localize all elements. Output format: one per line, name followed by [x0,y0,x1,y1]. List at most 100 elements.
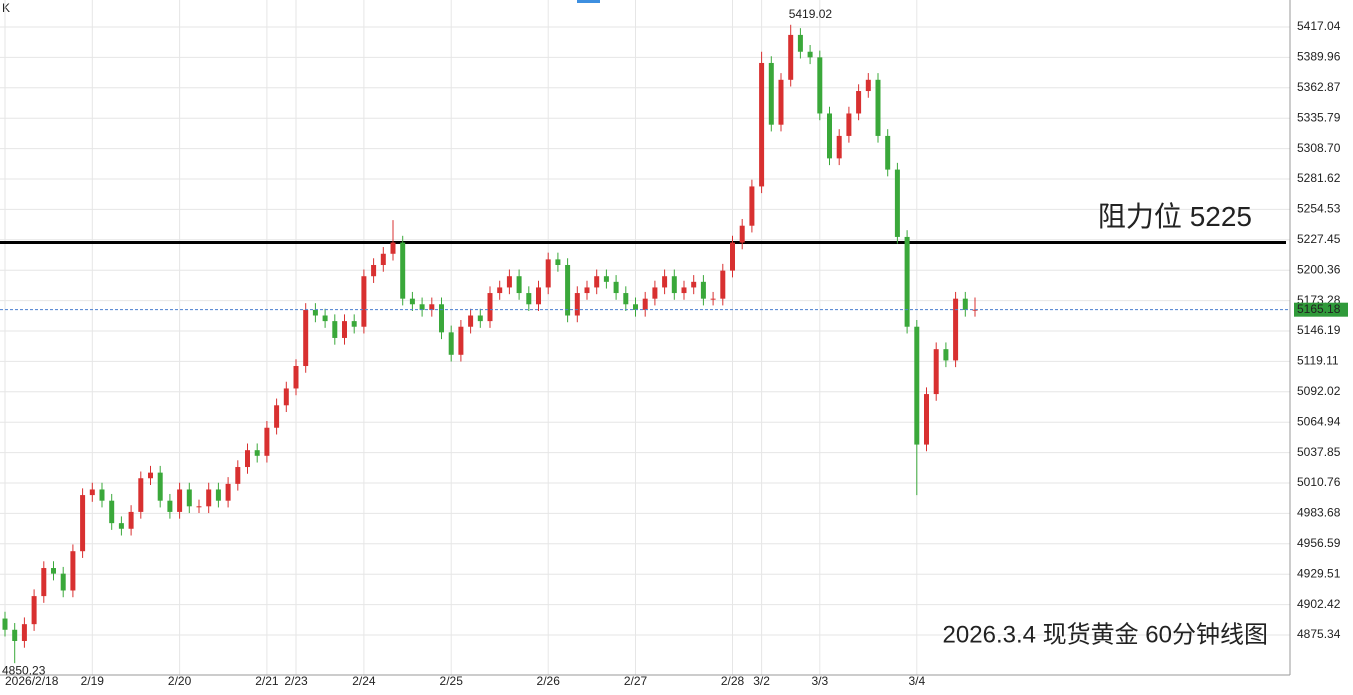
x-tick-label: 3/3 [811,674,828,688]
candle-body [12,629,18,641]
candle-body [80,495,86,552]
candle-body [943,349,949,361]
candle-body [419,304,425,310]
candle-body [254,450,260,456]
y-tick-label: 4875.34 [1297,627,1341,641]
y-tick-label: 5146.19 [1297,323,1341,337]
candle-body [41,568,47,597]
y-tick-label: 5417.04 [1297,19,1341,33]
y-tick-label: 4983.68 [1297,506,1341,520]
y-tick-label: 5064.94 [1297,414,1341,428]
candle-body [157,472,163,501]
candle-body [846,113,852,136]
resistance-label: 阻力位 5225 [1098,201,1252,232]
candle-body [109,500,115,524]
x-tick-label: 2/24 [352,674,376,688]
candle-body [118,523,124,529]
candle-body [594,276,600,288]
candle-body [51,568,56,574]
candle-body [739,225,745,243]
candle-body [778,79,784,125]
candle-body [245,450,250,468]
candle-body [856,91,862,114]
top-tab [577,0,600,3]
candle-body [196,506,202,508]
candle-body [681,287,687,294]
y-tick-label: 5010.76 [1297,475,1341,489]
candle-body [225,483,231,501]
candle-body [31,596,37,625]
x-tick-label: 2026/2/18 [5,674,59,688]
y-tick-label: 5119.11 [1297,354,1339,368]
x-tick-label: 2/26 [537,674,561,688]
candle-body [555,259,561,265]
candle-body [953,298,959,361]
y-tick-label: 5362.87 [1297,80,1341,94]
candle-body [642,298,648,310]
candle-body [380,253,386,265]
candle-body [914,326,920,445]
candle-body [720,270,726,299]
candle-body [312,309,318,316]
candle-body [487,293,493,322]
candle-body [322,315,328,322]
candle-body [700,281,706,299]
candle-body [99,489,105,501]
candle-body [875,79,881,136]
candle-body [303,309,309,367]
candle-body [545,259,551,288]
y-tick-label: 4902.42 [1297,597,1341,611]
candle-body [235,467,241,484]
candle-body [351,321,357,327]
candle-body [332,321,338,338]
candle-body [458,326,464,355]
corner-label: K [2,1,10,15]
candle-body [817,57,823,114]
last-price-box [1294,302,1348,317]
candle-body [933,349,939,395]
x-tick-label: 2/20 [168,674,192,688]
y-tick-label: 4929.51 [1297,566,1341,580]
candle-body [565,264,571,316]
candle-body [497,287,503,294]
candle-body [574,293,580,316]
candle-body [2,618,8,630]
candle-body [206,489,212,507]
candle-body [283,388,289,406]
y-tick-label: 5254.53 [1297,202,1341,216]
candle-body [477,315,483,322]
y-tick-label: 5227.45 [1297,232,1341,246]
candle-body [148,472,153,479]
candle-body [274,405,280,428]
x-tick-label: 2/27 [624,674,648,688]
y-tick-label: 5200.36 [1297,262,1341,276]
candle-body [603,276,609,282]
candle-body [400,242,406,299]
candle-body [924,394,929,445]
candle-body [371,264,377,277]
candle-body [342,321,347,338]
candle-body [506,276,512,288]
candle-body [662,276,668,288]
y-tick-label: 5037.85 [1297,445,1341,459]
candle-body [691,281,697,288]
candle-body [215,489,221,501]
x-tick-label: 3/4 [908,674,925,688]
candle-body [448,332,454,355]
candle-body [865,79,871,92]
y-tick-label: 5281.62 [1297,171,1341,185]
candle-body [633,304,638,310]
candle-body [613,281,619,294]
candle-body [128,511,134,529]
candle-body [439,304,444,333]
candle-body [768,62,774,125]
candle-body [167,500,173,512]
candle-body [671,276,677,294]
x-tick-label: 2/23 [284,674,308,688]
candle-body [836,135,842,159]
candle-body [885,135,891,170]
candle-body [60,573,66,591]
